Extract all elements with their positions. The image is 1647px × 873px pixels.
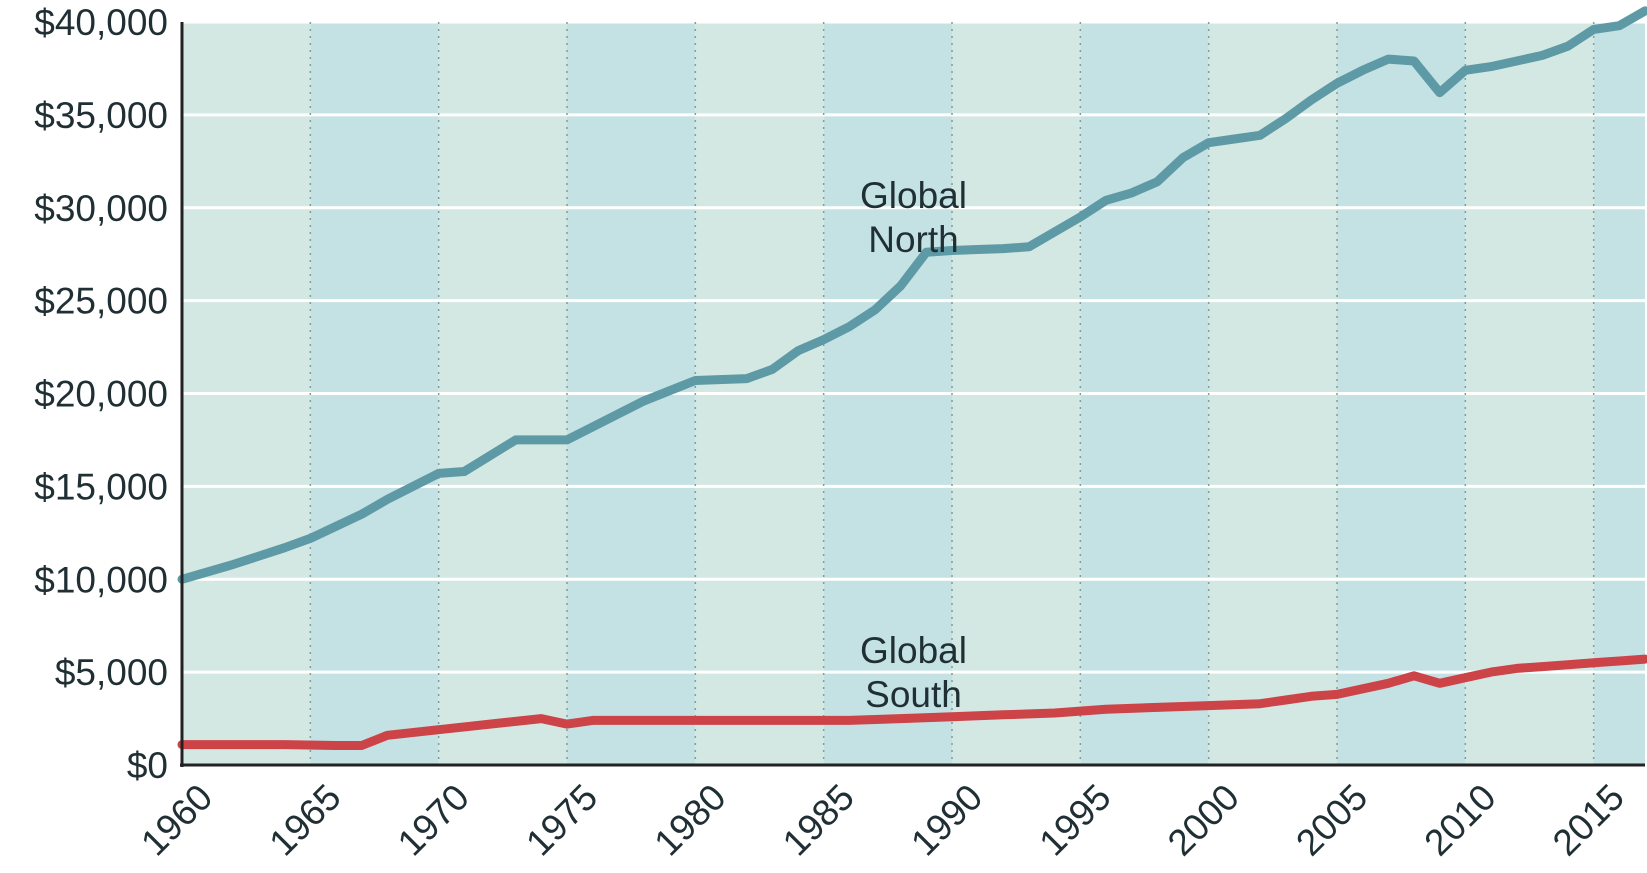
x-tick-labels: 1960 1965 1970 1975 1980 1985 1990 1995 2000 2005…	[133, 776, 1632, 863]
x-tick-label: 2010	[1416, 776, 1503, 863]
horizontal-gridlines	[182, 20, 1645, 674]
y-tick-labels: $0 $5,000 $10,000 $15,000 $20,000 $25,000 $30,…	[34, 2, 168, 786]
x-tick-label: 1980	[646, 776, 733, 863]
x-tick-label: 2005	[1288, 776, 1375, 863]
vertical-gridlines	[309, 22, 1595, 765]
series-lines	[177, 6, 1647, 750]
series-label-global-south: South	[865, 674, 962, 715]
x-tick-label: 1995	[1031, 776, 1118, 863]
x-tick-label: 1960	[133, 776, 220, 863]
series-line-global-south	[177, 654, 1647, 750]
y-tick-label: $30,000	[34, 188, 168, 229]
y-tick-label: $0	[127, 745, 168, 786]
axes	[180, 22, 1645, 767]
x-tick-label: 1990	[903, 776, 990, 863]
x-tick-label: 1975	[518, 776, 605, 863]
x-tick-label: 2015	[1545, 776, 1632, 863]
series-line-global-north	[177, 6, 1647, 584]
y-tick-label: $20,000	[34, 374, 168, 415]
y-tick-label: $25,000	[34, 281, 168, 322]
y-tick-label: $10,000	[34, 559, 168, 600]
x-tick-label: 1965	[261, 776, 348, 863]
series-label-global-north: Global	[860, 175, 967, 216]
y-tick-label: $40,000	[34, 2, 168, 43]
x-tick-label: 1985	[775, 776, 862, 863]
x-tick-label: 1970	[390, 776, 477, 863]
series-label-global-south: Global	[860, 630, 967, 671]
y-tick-label: $15,000	[34, 466, 168, 507]
series-label-global-north: North	[868, 219, 958, 260]
y-tick-label: $5,000	[55, 652, 168, 693]
y-tick-label: $35,000	[34, 95, 168, 136]
x-tick-label: 2000	[1160, 776, 1247, 863]
